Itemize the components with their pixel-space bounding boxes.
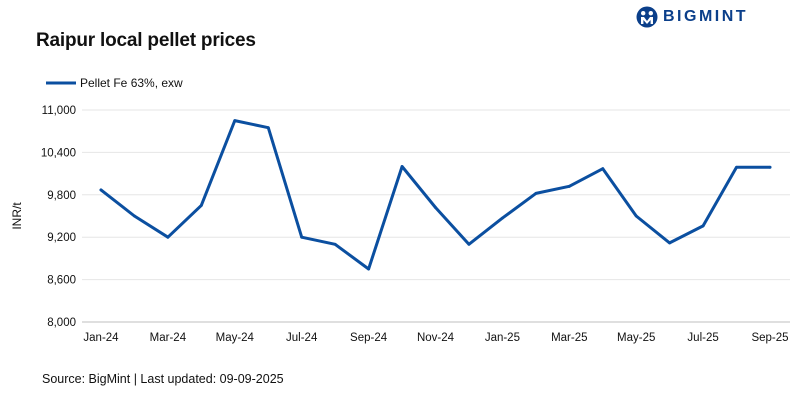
x-tick-label: Sep-25 [751,332,788,344]
data-point [567,184,571,188]
y-tick-label: 11,000 [42,105,76,117]
x-tick-label: Mar-24 [150,332,187,344]
data-point [434,206,437,209]
data-point [300,235,304,239]
source-note: Source: BigMint | Last updated: 09-09-20… [42,372,284,386]
x-tick-label: Jan-25 [485,332,520,344]
legend-label: Pellet Fe 63%, exw [80,76,183,90]
y-axis-tick-labels: 8,000 8,600 9,200 9,800 10,400 11,000 [41,105,76,329]
data-point [467,242,471,246]
brand-name: BIGMINT [663,8,749,25]
data-point [534,191,538,195]
y-tick-label: 8,600 [47,275,76,287]
brand-logo: BIGMINT [636,6,748,28]
x-tick-label: Jul-25 [687,332,718,344]
data-point [133,214,136,218]
x-axis-tick-labels: Jan-24 Mar-24 May-24 Jul-24 Sep-24 Nov-24 Jan-… [83,332,788,344]
x-tick-label: May-24 [216,332,255,344]
data-point [768,165,772,169]
legend: Pellet Fe 63%, exw [46,76,183,90]
x-tick-label: Sep-24 [350,332,388,344]
data-point [735,165,738,169]
data-point [634,214,638,218]
gridlines [82,109,790,281]
bigmint-logo-icon [636,6,658,28]
data-point [199,204,203,207]
data-point [233,119,237,122]
data-point [166,235,170,239]
data-point [701,224,705,228]
y-axis-title: INR/t [10,202,24,230]
x-tick-label: Jan-24 [83,332,119,344]
y-tick-label: 9,200 [47,232,76,244]
series-pellet [99,119,772,271]
y-tick-label: 8,000 [47,317,76,329]
chart-title: Raipur local pellet prices [36,30,256,51]
data-point [266,126,270,130]
data-point [668,241,672,245]
y-tick-label: 9,800 [47,190,76,202]
data-point [501,216,504,220]
data-point [367,267,370,271]
y-tick-label: 10,400 [41,147,76,159]
x-tick-label: May-25 [617,332,655,344]
x-tick-label: Mar-25 [551,332,587,344]
data-point [333,242,337,246]
x-tick-label: Nov-24 [417,332,455,344]
x-tick-label: Jul-24 [286,332,318,344]
data-point [400,165,404,168]
data-point [601,167,605,171]
data-point [99,188,103,192]
